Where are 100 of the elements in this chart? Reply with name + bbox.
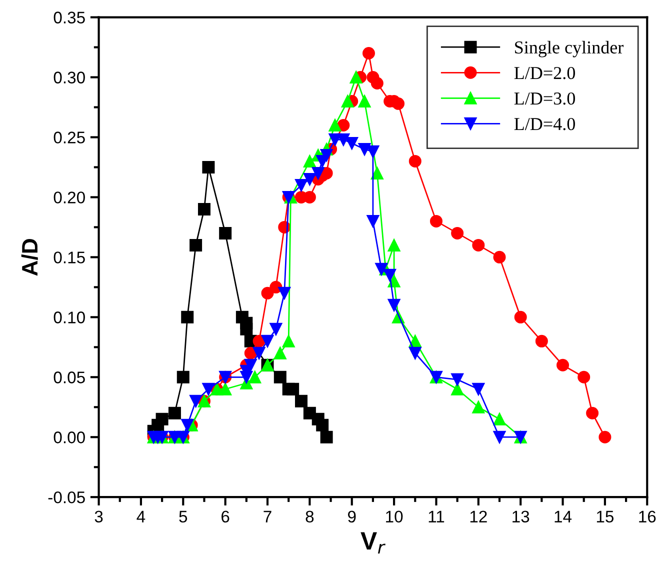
point	[274, 346, 286, 360]
point	[270, 280, 282, 294]
point	[312, 166, 324, 180]
point	[375, 262, 388, 276]
point	[408, 154, 422, 168]
point	[472, 382, 485, 396]
point	[181, 418, 194, 432]
legend-label: L/D=2.0	[514, 66, 575, 80]
point	[388, 238, 400, 252]
point	[388, 298, 400, 312]
point	[370, 77, 384, 90]
point	[384, 268, 396, 282]
point	[219, 226, 232, 240]
x-axis-title: V$_{r}$	[360, 532, 386, 554]
point	[252, 346, 266, 360]
point	[586, 406, 599, 420]
legend-label: L/D=3.0	[514, 92, 575, 105]
y-tick-label: 0.15	[54, 252, 85, 264]
point	[156, 412, 168, 426]
point	[535, 334, 548, 348]
point	[316, 418, 329, 432]
point	[556, 358, 570, 372]
point	[261, 286, 274, 300]
legend-label: Single cylinder	[515, 40, 624, 58]
point	[190, 238, 202, 252]
point	[328, 118, 342, 132]
point	[430, 214, 442, 228]
y-tick-label: -0.05	[48, 491, 85, 504]
point	[261, 334, 274, 348]
point	[598, 430, 612, 444]
x-tick-label: 11	[428, 510, 444, 522]
point	[295, 394, 308, 408]
point	[303, 172, 316, 186]
point	[493, 412, 506, 426]
y-tick-label: 0.25	[54, 132, 85, 144]
point	[358, 142, 371, 156]
point	[392, 97, 405, 110]
point	[274, 370, 286, 384]
x-tick-label: 9	[348, 510, 356, 523]
point	[358, 94, 371, 108]
point	[451, 226, 464, 240]
x-tick-label: 16	[639, 510, 656, 523]
point	[286, 382, 300, 396]
x-tick-label: 14	[554, 510, 572, 522]
y-tick-label: 0.35	[54, 12, 85, 24]
point	[388, 274, 400, 288]
point	[198, 202, 210, 216]
point	[176, 370, 190, 384]
x-tick-label: 5	[179, 510, 188, 523]
y-axis-title: A/D	[21, 238, 38, 276]
point	[451, 373, 464, 386]
y-tick-label: 0.20	[54, 192, 85, 204]
y-tick-label: 0.05	[54, 372, 85, 384]
point	[408, 346, 422, 360]
x-tick-label: 6	[222, 510, 230, 523]
point	[248, 370, 262, 384]
point	[451, 382, 464, 396]
point	[366, 145, 380, 158]
point	[190, 394, 202, 408]
point	[181, 310, 194, 324]
point	[366, 214, 380, 228]
legend-label: L/D=4.0	[514, 118, 575, 130]
point	[278, 286, 291, 300]
x-tick-label: 10	[386, 510, 403, 523]
point	[240, 322, 253, 336]
point	[168, 406, 181, 420]
x-tick-label: 4	[136, 510, 146, 522]
point	[282, 334, 295, 348]
x-tick-label: 8	[306, 510, 314, 523]
x-tick-label: 7	[264, 510, 272, 522]
point	[350, 71, 362, 84]
point	[270, 322, 282, 336]
point	[320, 148, 333, 162]
point	[303, 154, 316, 168]
point	[578, 370, 590, 384]
point	[320, 430, 333, 444]
point	[493, 430, 506, 444]
point	[514, 310, 527, 324]
point	[346, 136, 358, 150]
point	[337, 118, 350, 132]
point	[362, 47, 375, 60]
point	[244, 346, 257, 360]
point	[244, 358, 257, 372]
x-tick-label: 15	[596, 510, 614, 523]
y-tick-label: 0.10	[54, 312, 85, 324]
point	[295, 178, 308, 192]
x-tick-label: 13	[512, 510, 530, 523]
point	[202, 160, 215, 174]
y-tick-label: 0.00	[54, 432, 85, 444]
point	[472, 400, 485, 414]
point	[370, 166, 384, 180]
point	[337, 133, 350, 146]
point	[202, 382, 215, 396]
point	[219, 382, 232, 396]
point	[341, 94, 354, 108]
point	[493, 250, 506, 264]
x-tick-label: 3	[94, 510, 103, 523]
y-tick-label: 0.30	[54, 72, 85, 84]
point	[472, 238, 485, 252]
x-tick-label: 12	[470, 510, 487, 522]
